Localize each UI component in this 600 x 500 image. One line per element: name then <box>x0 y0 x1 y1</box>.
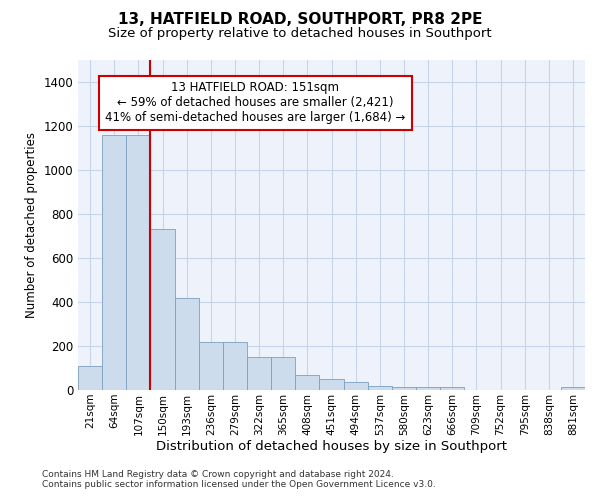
Bar <box>199 342 223 390</box>
Bar <box>223 342 247 390</box>
Bar <box>175 298 199 390</box>
Bar <box>440 388 464 390</box>
Bar <box>151 230 175 390</box>
Bar <box>102 135 126 390</box>
Bar <box>78 366 102 390</box>
Text: Contains public sector information licensed under the Open Government Licence v3: Contains public sector information licen… <box>42 480 436 489</box>
Bar <box>247 357 271 390</box>
Bar <box>368 386 392 390</box>
Bar <box>295 374 319 390</box>
Bar <box>416 386 440 390</box>
Bar <box>126 135 151 390</box>
Text: Contains HM Land Registry data © Crown copyright and database right 2024.: Contains HM Land Registry data © Crown c… <box>42 470 394 479</box>
Text: 13, HATFIELD ROAD, SOUTHPORT, PR8 2PE: 13, HATFIELD ROAD, SOUTHPORT, PR8 2PE <box>118 12 482 28</box>
Text: 13 HATFIELD ROAD: 151sqm
← 59% of detached houses are smaller (2,421)
41% of sem: 13 HATFIELD ROAD: 151sqm ← 59% of detach… <box>105 82 406 124</box>
Bar <box>344 382 368 390</box>
Bar <box>319 379 344 390</box>
Bar <box>561 388 585 390</box>
Bar <box>392 386 416 390</box>
Text: Size of property relative to detached houses in Southport: Size of property relative to detached ho… <box>108 28 492 40</box>
Bar <box>271 357 295 390</box>
Y-axis label: Number of detached properties: Number of detached properties <box>25 132 38 318</box>
X-axis label: Distribution of detached houses by size in Southport: Distribution of detached houses by size … <box>156 440 507 454</box>
